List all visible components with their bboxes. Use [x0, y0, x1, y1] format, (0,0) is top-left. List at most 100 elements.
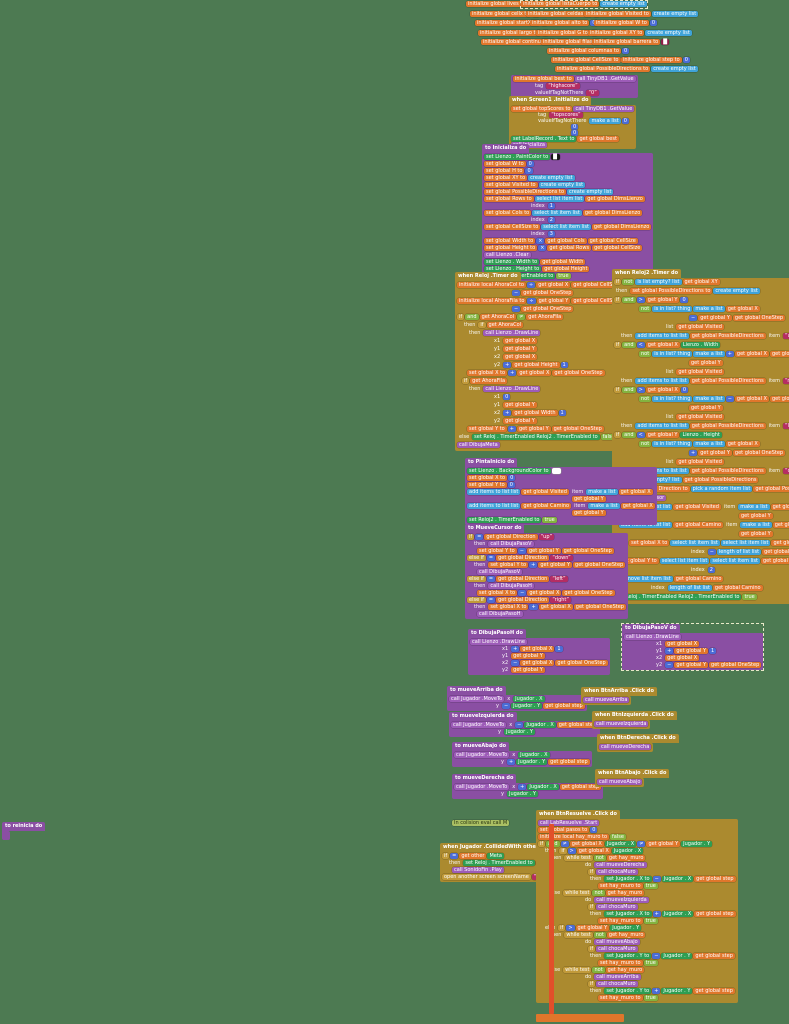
variable-block[interactable]: initialize global columnas to [547, 48, 621, 54]
variable-block[interactable]: set global H to [484, 168, 525, 174]
variable-block[interactable]: get global OneStep [770, 351, 789, 357]
text-block[interactable]: “up” [783, 333, 789, 339]
variable-block[interactable]: set global Width to [484, 238, 536, 244]
variable-block[interactable]: get global Y [526, 548, 561, 554]
when-reloj2-timer[interactable]: when Reloj2 .Timer do if not is list empty?… [612, 269, 789, 604]
variable-block[interactable]: get global step [556, 722, 599, 728]
variable-block[interactable]: get global Visited [673, 504, 721, 510]
math-block[interactable]: 0 [682, 57, 690, 63]
control-block[interactable]: if [588, 981, 596, 987]
when-btn-derecha-click-header[interactable]: when BtnDerecha .Click do [597, 734, 679, 743]
variable-block[interactable]: get AhoraCol [479, 314, 517, 320]
variable-block[interactable]: set global X to [467, 475, 508, 481]
variable-block[interactable]: get global OneStep [521, 290, 574, 296]
logic-block[interactable]: not [639, 306, 652, 312]
control-block[interactable]: if [588, 904, 596, 910]
procedure-call-block[interactable]: call mueveAbajo [594, 939, 640, 945]
component-block[interactable]: Jugador . X [611, 848, 644, 854]
component-block[interactable]: Jugador . Y [610, 925, 642, 931]
procedure-call-block[interactable]: call DibujaPasoH [488, 583, 534, 589]
variable-block[interactable]: get global step [693, 953, 735, 959]
procedure-call-block[interactable]: call Jugador .MoveTo [449, 696, 505, 702]
when-screen1-initialize-header[interactable]: when Screen1 .Initialize do [509, 96, 592, 105]
math-block[interactable]: > [566, 925, 575, 931]
list-block[interactable]: add items to list list [467, 503, 521, 509]
when-btn-arriba-click-header[interactable]: when BtnArriba .Click do [581, 687, 657, 696]
proc-mueve-derecha[interactable]: to mueveDerecha do call Jugador .MoveTo x +… [452, 774, 604, 799]
procedure-call-block[interactable]: call LabResuelve .Start [538, 820, 600, 826]
math-block[interactable]: 1 [709, 648, 717, 654]
variable-block[interactable]: initialize global largo to [478, 30, 541, 36]
variable-block[interactable]: get global Y [698, 450, 732, 456]
math-block[interactable]: + [503, 362, 512, 368]
math-block[interactable]: 0 [590, 20, 598, 26]
math-block[interactable]: + [529, 604, 538, 610]
variable-block[interactable]: get global Y [575, 925, 610, 931]
procedure-call-block[interactable]: call mueveIzquierda [594, 897, 649, 903]
component-block[interactable]: set Lienzo . BackgroundColor to [467, 468, 551, 474]
variable-block[interactable]: get global Y [674, 648, 709, 654]
logic-block[interactable]: and [622, 342, 636, 348]
variable-block[interactable]: get global X [620, 503, 655, 509]
variable-block[interactable]: initialize global continuar to [481, 39, 555, 45]
proc-dibuja-paso-h-header[interactable]: to DibujaPasoH do [468, 629, 526, 638]
list-block[interactable]: create empty list [528, 175, 575, 181]
list-block[interactable]: create empty list [600, 1, 647, 7]
procedure-call-block[interactable]: call mueveDerecha [594, 862, 647, 868]
list-block[interactable]: create empty list [567, 189, 614, 195]
logic-block[interactable]: true [742, 594, 757, 600]
math-block[interactable]: = [450, 853, 459, 859]
when-btn-derecha-click[interactable]: when BtnDerecha .Click do call mueveDerec… [597, 734, 679, 752]
variable-block[interactable]: get global Visited [676, 369, 724, 375]
variable-block[interactable]: get global Direction [484, 534, 538, 540]
variable-block[interactable]: initialize global filas to [541, 39, 602, 45]
variable-block[interactable]: get global Height [542, 266, 590, 272]
component-block[interactable]: Jugador . X [524, 722, 556, 728]
list-block[interactable]: is list empty? list [635, 477, 682, 483]
procedure-call-block[interactable]: call chocaMuro [596, 946, 638, 952]
variable-block[interactable]: get global X [576, 848, 611, 854]
variable-block[interactable]: get global PossibleDirections [689, 423, 766, 429]
component-block[interactable]: set Jugador . X to [604, 911, 652, 917]
variable-block[interactable]: get global Camino [712, 585, 763, 591]
math-block[interactable]: > [636, 297, 645, 303]
variable-block[interactable]: get hay_muro [605, 967, 645, 973]
list-block[interactable]: is in list? thing [652, 396, 693, 402]
math-block[interactable]: 0 [590, 827, 598, 833]
comment-note[interactable]: In colision eval call M [452, 820, 510, 827]
list-block[interactable]: pick a random item list [690, 486, 753, 492]
variable-block[interactable]: set global Cols to [484, 210, 532, 216]
component-block[interactable]: Jugador . X [661, 911, 694, 917]
logic-block[interactable]: not [639, 396, 652, 402]
logic-block[interactable]: and [622, 432, 636, 438]
list-block[interactable]: make a list [740, 522, 772, 528]
list-block[interactable]: select list item list [720, 540, 771, 546]
variable-block[interactable]: get global PossibleDirections [689, 468, 766, 474]
variable-block[interactable]: get hay_muro [606, 932, 646, 938]
math-block[interactable]: = [486, 555, 496, 561]
text-block[interactable]: “topscores” [549, 112, 583, 118]
variable-block[interactable]: get global Camino [760, 558, 789, 564]
math-block[interactable]: + [506, 759, 516, 765]
variable-block[interactable]: get global Y [739, 513, 773, 519]
component-block[interactable]: set Reloj2 . TimerEnabled to [467, 517, 542, 523]
logic-block[interactable]: not [639, 351, 652, 357]
control-block[interactable]: else if [467, 576, 486, 582]
variable-block[interactable]: get global X [665, 655, 700, 661]
when-reloj2-timer-header[interactable]: when Reloj2 .Timer do [612, 269, 682, 278]
color-white-block[interactable] [551, 468, 561, 474]
when-jugador-collidedwith-header[interactable]: when Jugador .CollidedWith other do [440, 843, 551, 852]
math-block[interactable]: 3 [547, 231, 555, 237]
component-block[interactable]: Jugador . Y [681, 841, 713, 847]
list-block[interactable]: make a list [589, 118, 621, 124]
math-block[interactable]: + [725, 351, 734, 357]
math-block[interactable]: 0 [571, 130, 579, 136]
procedure-call-block[interactable]: call TinyDB1 .GetValue [574, 76, 636, 82]
variable-block[interactable]: get global best [577, 136, 619, 142]
variable-block[interactable]: get global step [543, 703, 585, 709]
proc-dibuja-paso-v-header[interactable]: to DibujaPasoV do [622, 624, 680, 633]
procedure-call-block[interactable]: call DibujaPasoV [488, 541, 534, 547]
color-block[interactable]: █ [661, 39, 670, 45]
variable-block[interactable]: initialize global best to [513, 76, 574, 82]
proc-mueve-cursor[interactable]: to MueveCursor do if = get global Direction… [465, 524, 628, 619]
